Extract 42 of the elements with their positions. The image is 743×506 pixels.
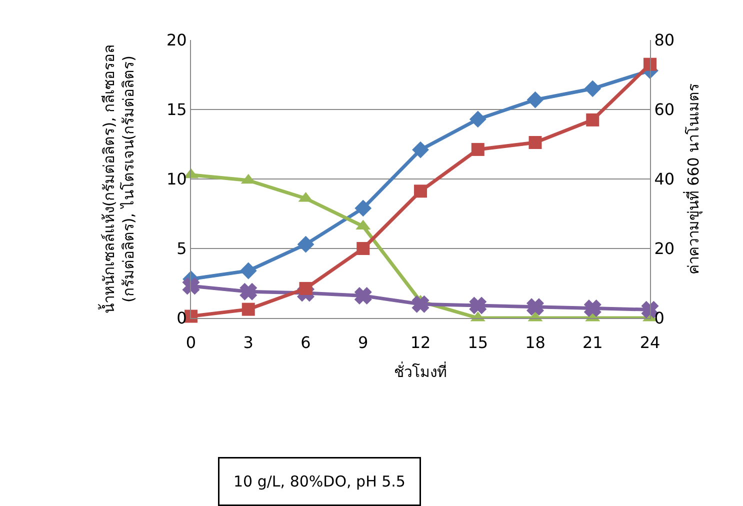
y2-tick-label: 80 [654, 30, 675, 50]
point [469, 110, 486, 128]
x-axis-title: ชั่วโมงที่ [394, 361, 447, 382]
x-tick-label: 6 [300, 333, 311, 352]
point [584, 300, 601, 317]
x-tick-label: 18 [525, 333, 546, 352]
x-tick-label: 9 [358, 333, 368, 352]
x-tick-label: 15 [468, 333, 488, 352]
y2-tick-label: 60 [654, 100, 675, 120]
y2-tick-label: 0 [654, 308, 664, 328]
point [354, 200, 372, 217]
point [412, 141, 429, 158]
point [528, 136, 542, 150]
y-axis-title: น้ำหนักเซลล์แห้ง(กรัมต่อลิตร), กลีเซอรอล (กรัมต่อลิตร), ไนโตรเจน(กรัมต่อลิตร) [98, 44, 138, 314]
point [526, 298, 544, 316]
point [356, 242, 370, 255]
y-tick-label: 10 [166, 170, 187, 189]
point [242, 302, 255, 316]
y-tick-label: 20 [166, 30, 187, 50]
y-tick-label: 15 [166, 100, 187, 120]
y2-axis-title: ค่าความขุ่นที่ 660 นาโนเมตร [682, 83, 704, 275]
y-tick-label: 5 [176, 239, 187, 258]
point [412, 296, 429, 312]
point [644, 58, 656, 71]
point [414, 184, 427, 198]
point [240, 283, 257, 300]
x-tick-label: 21 [582, 333, 603, 352]
y2-tick-label: 40 [654, 170, 675, 189]
point [584, 80, 602, 98]
x-tick-label: 12 [410, 333, 431, 352]
point [470, 297, 486, 314]
point [297, 236, 314, 253]
point [471, 142, 484, 156]
x-tick-label: 3 [243, 333, 254, 352]
point [586, 113, 600, 126]
point [354, 287, 372, 304]
y2-tick-label: 20 [654, 239, 675, 258]
point [182, 278, 200, 294]
point [526, 91, 544, 108]
x-tick-label: 24 [640, 333, 660, 352]
point [240, 262, 257, 280]
text: 10 g/L, 80%DO, pH 5.5 [234, 472, 406, 490]
